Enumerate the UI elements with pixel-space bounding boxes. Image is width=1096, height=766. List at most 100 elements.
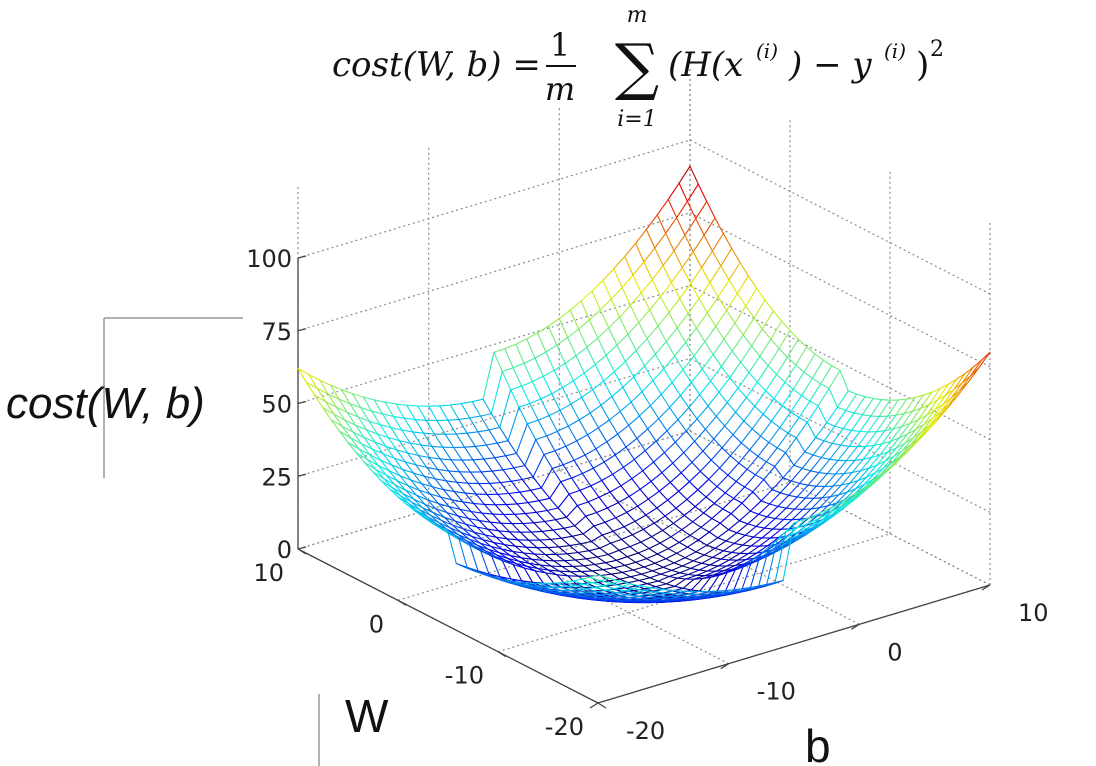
surface-mesh-line — [432, 512, 443, 522]
surface-mesh-line — [714, 217, 724, 235]
surface-mesh-line — [601, 534, 612, 544]
surface-mesh-line — [799, 470, 812, 484]
surface-mesh-line — [649, 393, 662, 407]
surface-mesh-line — [575, 585, 587, 590]
surface-mesh-line — [512, 550, 525, 554]
surface-mesh-line — [490, 370, 503, 415]
surface-mesh-line — [494, 504, 505, 516]
surface-mesh-line — [444, 433, 455, 449]
surface-mesh-line — [496, 442, 507, 457]
surface-mesh-line — [683, 452, 693, 463]
surface-mesh-line — [521, 476, 534, 480]
surface-mesh-line — [901, 410, 913, 428]
surface-mesh-line — [720, 265, 730, 281]
surface-mesh-line — [407, 485, 420, 491]
surface-mesh-line — [712, 556, 722, 560]
surface-mesh-line — [653, 452, 665, 463]
formula-sup-b: (i) — [884, 39, 906, 63]
surface-mesh-line — [496, 440, 509, 444]
surface-mesh-line — [445, 480, 458, 483]
surface-mesh-line — [692, 512, 705, 523]
surface-mesh-line — [719, 455, 731, 469]
surface-mesh-line — [632, 588, 645, 592]
surface-mesh-line — [931, 388, 941, 393]
surface-mesh-line — [418, 489, 428, 501]
surface-mesh-line — [726, 568, 737, 573]
surface-mesh-line — [469, 471, 480, 485]
formula-denominator: m — [545, 70, 575, 108]
surface-mesh-line — [524, 513, 535, 524]
surface-mesh-line — [582, 533, 592, 542]
surface-mesh-line — [512, 564, 525, 569]
surface-mesh-line — [592, 380, 605, 391]
surface-mesh-line — [810, 456, 822, 472]
surface-mesh-line — [455, 433, 466, 448]
surface-mesh-line — [893, 442, 906, 457]
surface-mesh-line — [859, 415, 872, 433]
surface-mesh-line — [845, 393, 858, 412]
surface-mesh-line — [608, 577, 621, 582]
surface-mesh-line — [515, 343, 525, 364]
surface-mesh-line — [690, 282, 700, 300]
surface-mesh-line — [809, 383, 822, 402]
surface-mesh-line — [432, 486, 442, 498]
surface-mesh-line — [470, 510, 480, 522]
surface-mesh-line — [536, 547, 546, 556]
surface-mesh-line — [575, 355, 585, 374]
surface-mesh-line — [532, 453, 545, 478]
surface-mesh-line — [521, 381, 533, 387]
surface-mesh-line — [580, 543, 590, 552]
surface-mesh-line — [849, 480, 859, 484]
surface-mesh-line — [377, 464, 387, 476]
surface-mesh-line — [537, 567, 550, 571]
surface-mesh-line — [327, 393, 337, 408]
surface-mesh-line — [606, 441, 616, 456]
surface-mesh-line — [396, 449, 409, 454]
surface-mesh-line — [416, 494, 428, 501]
surface-mesh-line — [605, 344, 618, 356]
surface-mesh-line — [708, 531, 719, 539]
surface-mesh-line — [692, 234, 705, 253]
surface-mesh-line — [635, 592, 648, 595]
surface-mesh-line — [801, 454, 814, 469]
surface-mesh-line — [873, 443, 883, 446]
surface-mesh-line — [527, 502, 537, 513]
surface-mesh-line — [368, 420, 381, 426]
surface-mesh-line — [728, 588, 741, 591]
surface-mesh-line — [417, 454, 430, 459]
surface-mesh-line — [562, 380, 574, 389]
surface-mesh-line — [676, 577, 687, 580]
surface-mesh-line — [639, 488, 649, 500]
surface-mesh-line — [552, 527, 565, 531]
surface-mesh-line — [366, 429, 376, 443]
surface-mesh-line — [552, 529, 562, 539]
surface-mesh-line — [909, 407, 922, 425]
surface-mesh-line — [804, 485, 817, 499]
surface-mesh-line — [437, 468, 450, 472]
surface-mesh-line — [653, 515, 666, 524]
surface-mesh-line — [560, 477, 573, 483]
surface-mesh-line — [771, 477, 784, 491]
axes-grid — [297, 67, 991, 704]
surface-mesh-line — [578, 328, 588, 348]
surface-mesh-line — [668, 312, 678, 329]
surface-mesh-line — [366, 429, 378, 435]
surface-mesh-line — [827, 494, 840, 507]
surface-mesh-line — [439, 404, 451, 407]
surface-mesh-line — [880, 464, 893, 476]
surface-mesh-line — [443, 516, 456, 522]
surface-mesh-line — [596, 556, 607, 564]
surface-mesh-line — [607, 553, 617, 561]
surface-mesh-line — [646, 580, 659, 585]
surface-mesh-line — [651, 536, 661, 544]
surface-mesh-line — [535, 509, 548, 513]
surface-mesh-line — [718, 391, 728, 404]
surface-mesh-line — [472, 459, 482, 473]
surface-mesh-line — [624, 561, 637, 566]
surface-mesh-line — [593, 521, 606, 527]
surface-mesh-line — [738, 510, 751, 522]
surface-mesh-line — [745, 397, 756, 407]
surface-mesh-line — [572, 565, 582, 573]
surface-mesh-line — [493, 351, 503, 373]
surface-mesh-line — [632, 585, 643, 590]
